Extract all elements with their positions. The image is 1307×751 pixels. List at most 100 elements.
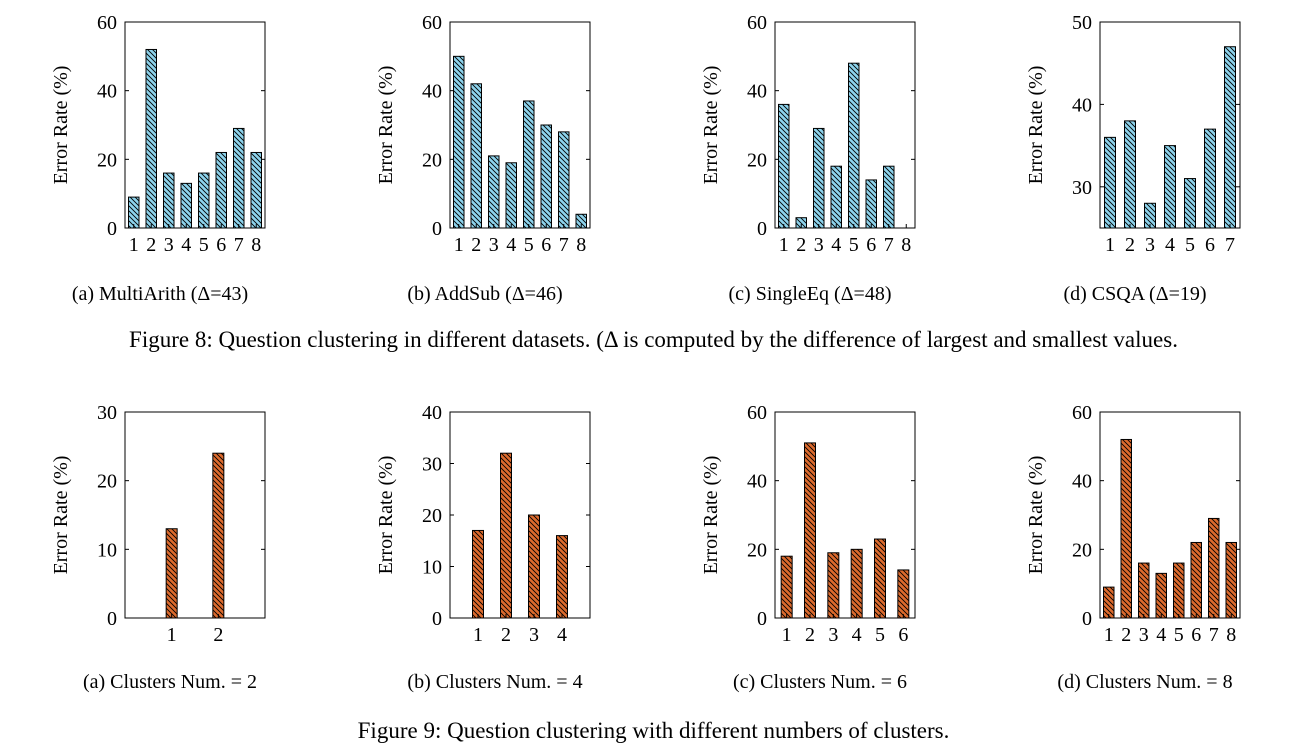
x-tick-label: 6 (1205, 234, 1215, 256)
chart-svg: 0 10 20 30 40 1 2 3 4 Error Rate (%) (375, 402, 591, 646)
x-tick-label: 4 (181, 234, 191, 256)
x-tick-label: 4 (557, 624, 567, 646)
subcaption-singleeq: (c) SingleEq (Δ=48) (728, 283, 892, 305)
bar-chart-clusters-6: 0 20 40 60 1 2 3 4 5 6 Error Rate (%) (690, 402, 940, 657)
bar (897, 569, 910, 619)
bar-chart-singleeq: 0 20 40 60 1 2 3 4 5 6 7 8 Error Rate (%) (690, 12, 940, 267)
y-tick-label: 20 (97, 149, 117, 171)
x-tick-label: 1 (1104, 624, 1114, 646)
x-tick-label: 1 (782, 624, 792, 646)
x-tick-label: 5 (1185, 234, 1195, 256)
y-tick-label: 0 (107, 608, 117, 630)
y-tick-label: 0 (107, 218, 117, 240)
y-tick-label: 40 (1072, 94, 1092, 116)
y-axis-label: Error Rate (%) (50, 456, 72, 575)
subcaption-clusters-6: (c) Clusters Num. = 6 (732, 671, 908, 693)
subcaption-multiarith: (a) MultiArith (Δ=43) (71, 283, 249, 305)
plot-frame (124, 411, 266, 619)
bar (827, 552, 840, 619)
plot-frame (449, 21, 591, 229)
x-tick-label: 6 (1191, 624, 1201, 646)
bar (1103, 586, 1115, 619)
x-tick-label: 3 (1145, 234, 1155, 256)
bar (1124, 120, 1136, 229)
x-tick-label: 5 (199, 234, 209, 256)
bar (778, 103, 790, 229)
x-tick-label: 6 (541, 234, 551, 256)
subcaption-clusters-2: (a) Clusters Num. = 2 (82, 671, 258, 693)
bar (865, 179, 877, 229)
x-tick-label: 8 (901, 234, 911, 256)
y-tick-label: 40 (747, 471, 767, 493)
y-tick-label: 40 (1072, 471, 1092, 493)
y-tick-label: 40 (422, 402, 442, 424)
y-tick-label: 20 (747, 149, 767, 171)
y-tick-label: 0 (432, 218, 442, 240)
bar (874, 538, 886, 619)
x-tick-label: 2 (213, 624, 223, 646)
y-tick-label: 0 (432, 608, 442, 630)
y-axis-label: Error Rate (%) (375, 66, 397, 185)
bar (1164, 145, 1176, 229)
bar (250, 151, 262, 229)
y-axis-label: Error Rate (%) (375, 456, 397, 575)
subcaption-csqa: (d) CSQA (Δ=19) (1063, 283, 1207, 305)
bar-chart-multiarith: 0 20 40 60 1 2 3 4 5 6 7 8 Error Rate (%) (40, 12, 290, 267)
y-tick-label: 0 (757, 218, 767, 240)
x-tick-label: 1 (779, 234, 789, 256)
y-tick-label: 40 (97, 81, 117, 103)
bar (128, 196, 140, 229)
plot-frame (1099, 411, 1241, 619)
y-tick-label: 0 (1082, 608, 1092, 630)
x-tick-label: 5 (524, 234, 534, 256)
bar (523, 100, 535, 229)
bar (1173, 562, 1185, 619)
x-tick-label: 3 (828, 624, 838, 646)
x-tick-label: 6 (866, 234, 876, 256)
y-tick-label: 40 (422, 81, 442, 103)
x-tick-label: 5 (849, 234, 859, 256)
bar (1208, 517, 1220, 619)
y-tick-label: 10 (422, 557, 442, 579)
chart-svg: 0 20 40 60 1 2 3 4 5 6 7 8 Error Rate (%) (50, 12, 266, 256)
x-tick-label: 1 (473, 624, 483, 646)
bar (145, 48, 157, 229)
bar-chart-addsub: 0 20 40 60 1 2 3 4 5 6 7 8 Error Rate (%) (365, 12, 615, 267)
x-tick-label: 5 (1174, 624, 1184, 646)
x-tick-label: 4 (506, 234, 516, 256)
x-tick-label: 3 (1139, 624, 1149, 646)
y-tick-label: 0 (757, 608, 767, 630)
x-tick-label: 2 (146, 234, 156, 256)
bar (780, 555, 793, 619)
y-tick-label: 60 (747, 402, 767, 424)
x-tick-label: 8 (576, 234, 586, 256)
bar-chart-clusters-2: 0 10 20 30 1 2 Error Rate (%) (40, 402, 290, 657)
y-tick-label: 30 (1072, 177, 1092, 199)
bar (1184, 178, 1196, 229)
y-axis-label: Error Rate (%) (1025, 66, 1047, 185)
chart-svg: 0 20 40 60 1 2 3 4 5 6 Error Rate (%) (700, 402, 916, 646)
bar-chart-clusters-8: 0 20 40 60 1 2 3 4 5 6 7 8 Error Rate (%) (1015, 402, 1265, 657)
x-tick-label: 6 (898, 624, 908, 646)
bar (1225, 541, 1237, 619)
plot-frame (449, 411, 591, 619)
bar (848, 62, 860, 229)
y-tick-label: 20 (747, 539, 767, 561)
bar (163, 172, 175, 229)
x-tick-label: 3 (164, 234, 174, 256)
y-tick-label: 20 (1072, 539, 1092, 561)
y-tick-label: 60 (97, 12, 117, 34)
bar (850, 548, 863, 619)
bar (488, 155, 500, 229)
x-tick-label: 3 (529, 624, 539, 646)
bar (472, 529, 484, 619)
bar (180, 182, 192, 229)
x-tick-label: 3 (489, 234, 499, 256)
bar (500, 452, 512, 619)
chart-svg: 0 20 40 60 1 2 3 4 5 6 7 8 Error Rate (%) (1025, 402, 1241, 646)
bar (1224, 46, 1236, 229)
x-tick-label: 3 (814, 234, 824, 256)
plot-frame (774, 21, 916, 229)
y-tick-label: 60 (422, 12, 442, 34)
x-tick-label: 2 (471, 234, 481, 256)
